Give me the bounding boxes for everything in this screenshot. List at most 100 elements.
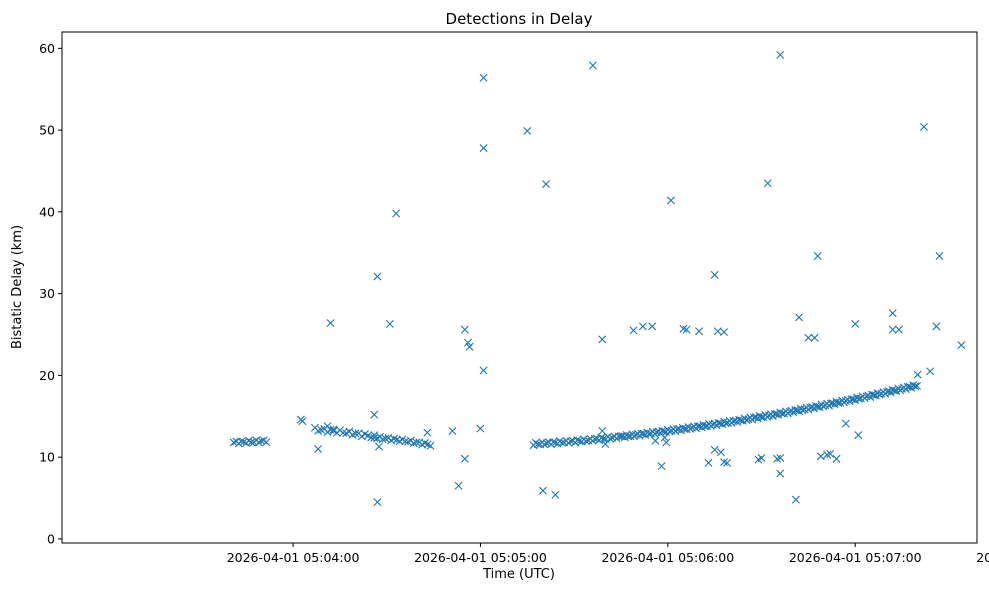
data-point: [704, 458, 713, 467]
data-point: [826, 449, 835, 458]
data-point: [551, 438, 560, 447]
data-point: [598, 335, 607, 344]
data-point: [373, 272, 382, 281]
data-point: [476, 424, 485, 433]
data-point: [323, 422, 332, 431]
data-point: [804, 333, 813, 342]
data-point: [832, 454, 841, 463]
data-point: [339, 428, 348, 437]
data-point: [629, 326, 638, 335]
data-point: [237, 437, 246, 446]
y-tick-label: 20: [39, 368, 55, 383]
data-point: [657, 462, 666, 471]
data-point: [317, 425, 326, 434]
x-tick-label: 2026-04-01 05:08:00: [976, 550, 989, 565]
data-point: [538, 486, 547, 495]
data-point: [479, 73, 488, 82]
data-point: [573, 436, 582, 445]
data-point: [590, 435, 599, 443]
data-point: [710, 270, 719, 279]
data-point: [810, 333, 819, 342]
data-point: [932, 322, 941, 331]
chart-title: Detections in Delay: [446, 10, 593, 28]
data-point: [540, 440, 549, 449]
y-tick-label: 60: [39, 41, 55, 56]
data-point: [926, 367, 935, 376]
data-point: [776, 453, 785, 462]
data-point: [314, 444, 323, 453]
data-point: [374, 442, 383, 451]
data-point: [720, 328, 729, 337]
y-tick-label: 0: [47, 531, 55, 546]
data-point: [791, 495, 800, 504]
data-point: [660, 433, 669, 442]
data-point: [723, 458, 732, 467]
data-point: [679, 324, 688, 333]
data-point: [776, 50, 785, 59]
data-point: [262, 438, 271, 447]
data-point: [888, 309, 897, 318]
data-point: [465, 342, 474, 351]
data-point: [816, 452, 825, 461]
x-axis: 2026-04-01 05:04:00 2026-04-01 05:05:00 20…: [227, 543, 989, 565]
y-axis-label: Bistatic Delay (km): [10, 225, 25, 349]
data-point: [257, 437, 266, 446]
data-point: [531, 438, 540, 447]
data-point: [385, 319, 394, 328]
data-point: [911, 382, 920, 391]
data-point: [479, 144, 488, 153]
data-point: [935, 252, 944, 261]
data-point: [597, 433, 606, 442]
data-point: [957, 341, 966, 350]
data-point: [823, 450, 832, 459]
data-point: [542, 180, 551, 189]
data-point: [720, 458, 729, 467]
data-point: [638, 322, 647, 331]
data-point: [913, 381, 922, 390]
data-point: [598, 426, 607, 435]
data-point: [392, 209, 401, 218]
data-point: [716, 448, 725, 457]
data-point: [479, 366, 488, 375]
data-point: [423, 428, 432, 437]
data-point: [454, 481, 463, 490]
x-tick-label: 2026-04-01 05:06:00: [601, 550, 734, 565]
data-point: [370, 410, 379, 419]
data-point: [244, 436, 253, 445]
data-point: [841, 419, 850, 428]
data-point: [695, 327, 704, 336]
data-point: [351, 429, 360, 438]
data-point: [448, 426, 457, 435]
data-point: [894, 325, 903, 334]
data-point: [682, 325, 691, 334]
data-point: [229, 438, 238, 447]
data-point: [888, 325, 897, 334]
data-point: [599, 434, 608, 443]
data-point: [588, 61, 597, 70]
data-point: [648, 322, 657, 331]
x-tick-label: 2026-04-01 05:04:00: [227, 550, 360, 565]
y-tick-label: 40: [39, 204, 55, 219]
x-axis-label: Time (UTC): [482, 567, 555, 582]
y-tick-label: 10: [39, 450, 55, 465]
data-point: [533, 440, 542, 449]
data-point: [254, 438, 263, 447]
data-point: [329, 425, 338, 434]
data-point: [326, 319, 335, 328]
data-point: [426, 441, 435, 450]
axes-frame: [61, 31, 978, 544]
x-tick-label: 2026-04-01 05:07:00: [789, 550, 922, 565]
data-point: [557, 438, 566, 447]
data-point: [919, 122, 928, 131]
data-point: [795, 313, 803, 322]
data-point: [757, 453, 766, 462]
y-tick-label: 50: [39, 123, 55, 138]
data-point: [247, 438, 256, 447]
x-tick-label: 2026-04-01 05:05:00: [414, 550, 547, 565]
data-point: [463, 338, 472, 347]
data-point: [412, 438, 421, 447]
y-axis: 0 10 20 30 40 50 60: [39, 41, 62, 546]
data-point: [763, 179, 772, 188]
data-point: [523, 126, 532, 135]
